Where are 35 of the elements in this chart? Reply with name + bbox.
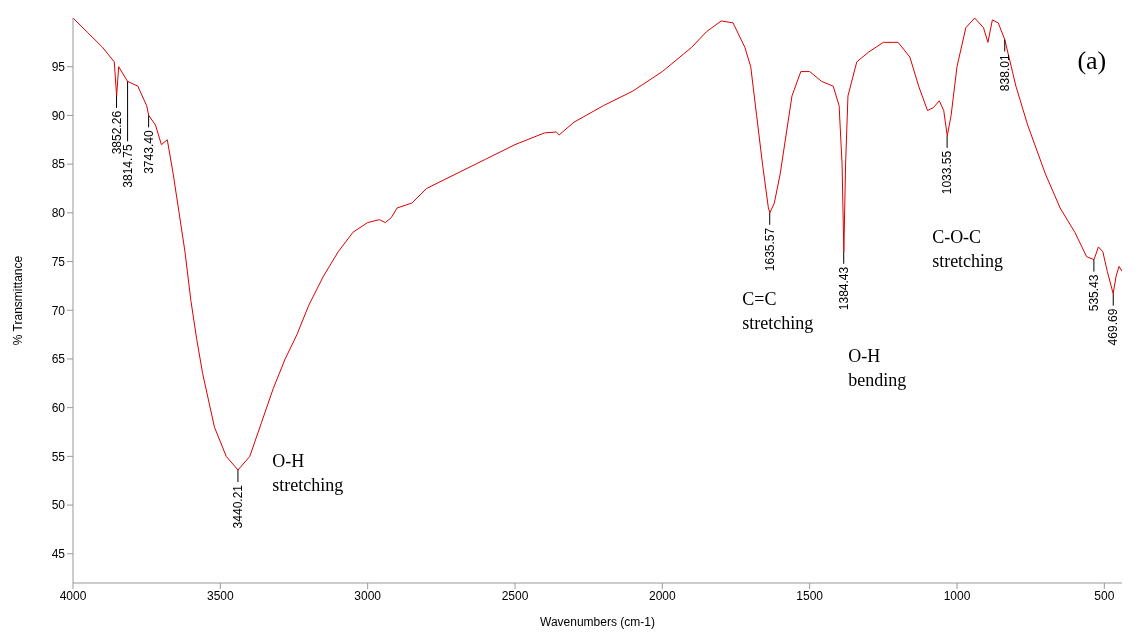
annotation: (a) (1077, 45, 1107, 75)
line-series (73, 18, 1122, 471)
annotation: O-H stretching (272, 450, 344, 495)
x-tick-label: 3500 (206, 588, 234, 603)
annotation: 3440.21 (230, 484, 245, 529)
y-tick-label: 50 (51, 498, 66, 513)
x-tick-label: 4000 (59, 588, 87, 603)
x-tick-label: 1500 (796, 588, 824, 603)
y-axis-title: % Transmittance (11, 255, 26, 346)
y-tick-label: 65 (51, 352, 66, 367)
y-tick-label: 85 (51, 157, 66, 172)
x-tick-label: 2500 (501, 588, 529, 603)
y-tick-label: 60 (51, 400, 66, 415)
annotation: O-H bending (848, 345, 907, 390)
x-tick-label: 2000 (648, 588, 676, 603)
annotation: 1033.55 (940, 150, 955, 195)
y-tick-label: 55 (51, 449, 66, 464)
annotation: 3743.40 (141, 130, 156, 174)
annotation: C=C stretching (742, 289, 814, 334)
y-tick-label: 90 (51, 108, 66, 123)
y-tick-label: 95 (51, 59, 66, 74)
annotation: 1384.43 (836, 266, 851, 311)
y-tick-label: 80 (51, 206, 66, 221)
x-tick-label: 3000 (354, 588, 382, 603)
x-axis-title: Wavenumbers (cm-1) (540, 615, 655, 629)
x-tick-label: 500 (1094, 588, 1115, 603)
y-tick-label: 70 (51, 303, 66, 318)
y-tick-label: 75 (51, 254, 66, 269)
annotation: 535.43 (1086, 274, 1101, 312)
annotation: 1635.57 (762, 227, 777, 272)
x-tick-label: 1000 (943, 588, 971, 603)
annotation: C-O-C stretching (932, 227, 1004, 272)
annotation: 469.69 (1106, 308, 1121, 346)
annotation: 838.01 (997, 54, 1012, 92)
y-tick-label: 45 (51, 547, 66, 562)
